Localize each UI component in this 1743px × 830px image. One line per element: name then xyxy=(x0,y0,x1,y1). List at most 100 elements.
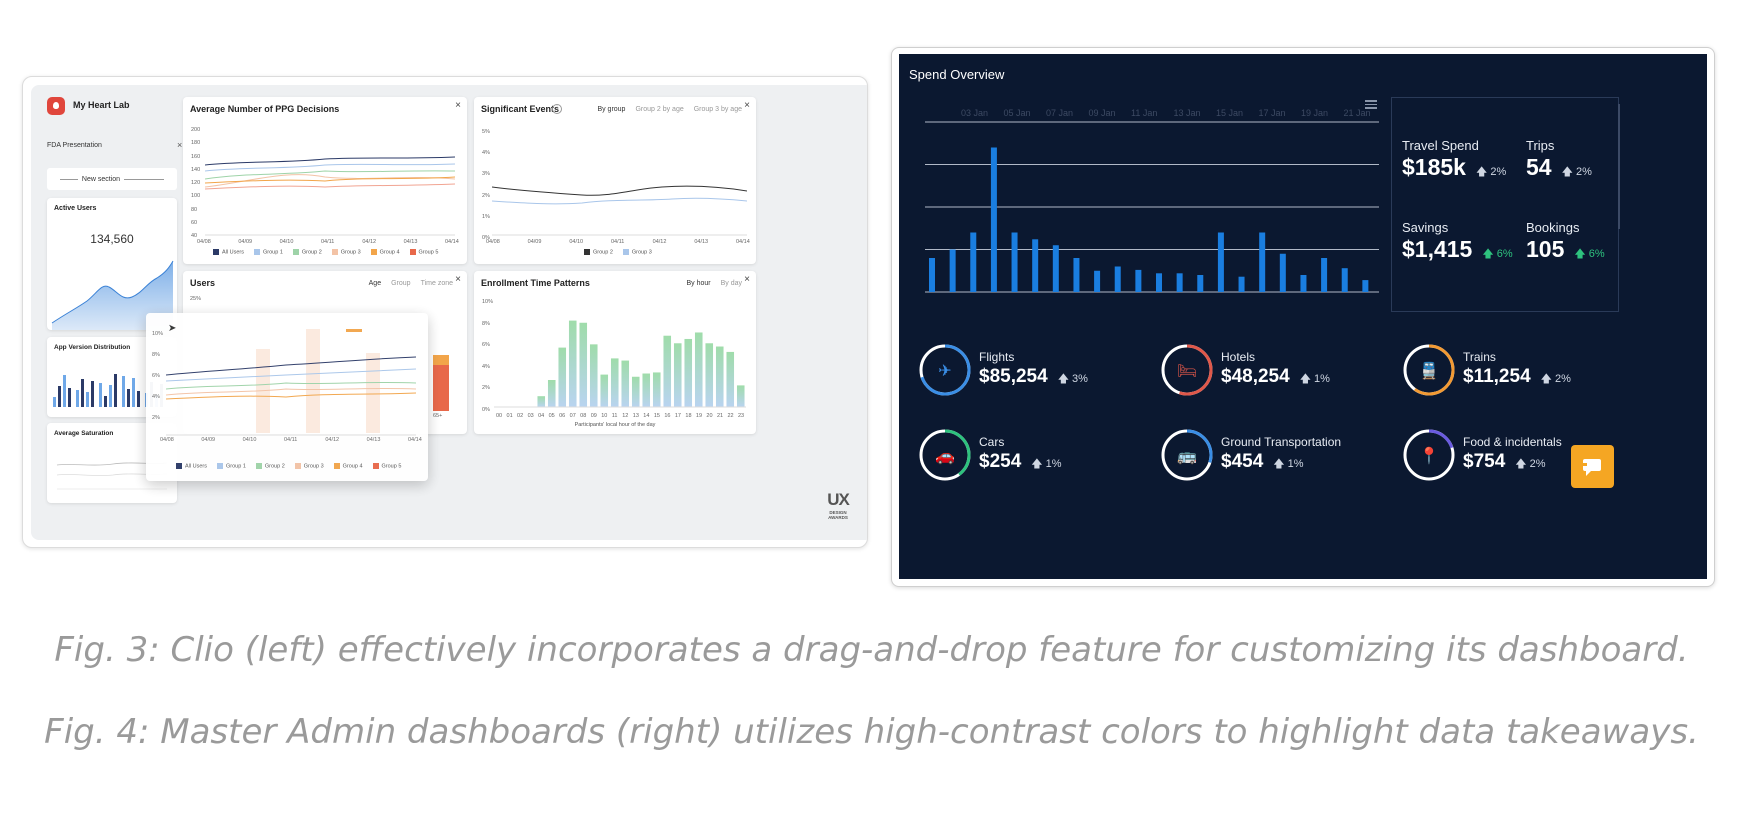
enrollment-bar xyxy=(579,322,588,407)
legend-entry[interactable]: Group 2 xyxy=(584,249,613,255)
legend-entry[interactable]: Group 5 xyxy=(372,463,401,469)
legend-entry[interactable]: All Users xyxy=(176,463,207,469)
info-icon[interactable]: i xyxy=(552,104,562,114)
chart-tab[interactable]: Time zone xyxy=(420,280,453,287)
y-tick-label: 2% xyxy=(482,192,490,199)
y-tick-label: 80 xyxy=(191,206,198,213)
kpi-scrollbar[interactable] xyxy=(1618,104,1620,229)
close-panel-icon[interactable]: × xyxy=(744,100,750,111)
car-icon: 🚗 xyxy=(935,445,955,465)
legend-entry[interactable]: All Users xyxy=(213,249,244,255)
x-tick-label: 20 xyxy=(706,413,713,419)
legend-label: Group 1 xyxy=(263,249,283,256)
significant-events-panel[interactable]: Significant Events i By group Group 2 by … xyxy=(474,97,756,264)
legend-entry[interactable]: Group 2 xyxy=(255,463,285,469)
drag-chart xyxy=(166,329,416,436)
legend-entry[interactable]: Group 4 xyxy=(370,249,400,255)
spend-bar[interactable] xyxy=(1238,276,1245,292)
category-ring[interactable]: 🚆 xyxy=(1401,342,1457,398)
active-users-area-chart xyxy=(51,260,174,330)
spend-bar[interactable] xyxy=(1052,245,1059,292)
dragged-panel-preview[interactable]: ➤ 10% 8% 6% 4% 2% 04/08 04/09 04/10 04/11 04/12 0… xyxy=(146,313,428,481)
y-tick-label: 180 xyxy=(191,140,201,147)
new-section-button[interactable]: New section xyxy=(47,168,177,190)
legend-entry[interactable]: Group 4 xyxy=(333,463,363,470)
close-panel-icon[interactable]: × xyxy=(455,274,461,285)
legend-label: Group 4 xyxy=(342,463,363,470)
category-ring[interactable]: 🚌 xyxy=(1159,427,1215,483)
x-tick-label: 22 xyxy=(727,413,734,419)
legend-entry[interactable]: Group 2 xyxy=(292,249,322,255)
enrollment-bar xyxy=(663,335,672,407)
x-tick-label: 17 xyxy=(674,413,681,419)
chart-tab[interactable]: By day xyxy=(720,280,742,287)
active-users-value: 134,560 xyxy=(90,232,134,246)
master-admin-screenshot: Spend Overview 03 Jan 05 Jan 07 Jan 09 Jan 1… xyxy=(891,47,1715,587)
spend-bar[interactable] xyxy=(1362,280,1369,292)
legend-swatch xyxy=(372,463,379,469)
chart-menu-icon[interactable] xyxy=(1365,100,1377,109)
y-tick-label: 8% xyxy=(482,320,490,327)
spend-bar[interactable] xyxy=(1341,268,1348,292)
close-panel-icon[interactable]: × xyxy=(744,274,750,285)
chart-tab[interactable]: Age xyxy=(368,280,382,287)
active-users-card[interactable]: Active Users 134,560 xyxy=(47,198,177,330)
category-delta: 🡅 2% xyxy=(1540,373,1571,385)
spend-bar[interactable] xyxy=(1279,253,1286,292)
category-delta: 🡅 2% xyxy=(1515,458,1546,470)
y-tick-label: 40 xyxy=(191,233,198,239)
chart-tab[interactable]: Group xyxy=(391,280,411,287)
x-tick-label: 04/13 xyxy=(694,239,709,245)
spend-bar[interactable] xyxy=(1300,275,1307,292)
spend-overview-title: Spend Overview xyxy=(909,67,1005,82)
spend-bar[interactable] xyxy=(1259,232,1266,293)
spend-bar[interactable] xyxy=(970,232,977,293)
spend-bar[interactable] xyxy=(1156,273,1162,292)
spend-bar[interactable] xyxy=(949,249,956,293)
spend-bar[interactable] xyxy=(1032,239,1039,292)
spend-bar[interactable] xyxy=(1197,275,1204,292)
legend-entry[interactable]: Group 3 xyxy=(622,249,652,255)
close-panel-icon[interactable]: × xyxy=(455,100,461,111)
category-value-row: $254 🡅 1% xyxy=(979,451,1062,474)
x-tick-label: 14 xyxy=(643,413,650,419)
legend-entry[interactable]: Group 3 xyxy=(294,463,324,469)
spend-bar[interactable] xyxy=(1321,258,1328,292)
legend-entry[interactable]: Group 5 xyxy=(409,249,438,255)
spend-bar[interactable] xyxy=(1176,273,1183,292)
spend-bar[interactable] xyxy=(1011,232,1018,293)
legend-entry[interactable]: Group 3 xyxy=(331,249,361,255)
x-tick-label: 04/11 xyxy=(284,437,298,443)
enrollment-panel[interactable]: Enrollment Time Patterns By hour By day ×… xyxy=(474,271,756,434)
ppg-decisions-panel[interactable]: Average Number of PPG Decisions × 200 180… xyxy=(183,97,467,264)
app-version-bar xyxy=(68,388,71,407)
chart-tab[interactable]: By hour xyxy=(686,280,711,287)
y-tick-label: 8% xyxy=(152,352,160,358)
category-label: Flights xyxy=(979,350,1015,364)
users-y-top: 25% xyxy=(190,296,202,302)
spend-bar[interactable] xyxy=(1135,269,1142,292)
close-presentation-icon[interactable]: × xyxy=(177,140,183,150)
spend-bar[interactable] xyxy=(990,147,997,293)
chart-tab[interactable]: Group 3 by age xyxy=(693,106,742,113)
chat-button[interactable] xyxy=(1571,445,1614,488)
spend-bar[interactable] xyxy=(1094,270,1101,292)
y-tick-label: 10% xyxy=(482,299,494,305)
category-ring[interactable]: 🚗 xyxy=(917,427,973,483)
enrollment-bar xyxy=(684,338,693,407)
legend-entry[interactable]: Group 1 xyxy=(217,463,246,469)
enrollment-bar xyxy=(673,343,682,407)
legend-entry[interactable]: Group 1 xyxy=(254,249,283,255)
category-ring[interactable]: 🛏 xyxy=(1159,342,1215,398)
spend-bar[interactable] xyxy=(929,258,935,292)
kpi-value-row: 54 🡅 2% xyxy=(1526,154,1592,182)
x-tick-label: 03 Jan xyxy=(961,108,988,118)
chart-tab[interactable]: By group xyxy=(597,106,626,113)
chart-tab[interactable]: Group 2 by age xyxy=(635,106,684,113)
spend-bar[interactable] xyxy=(1073,258,1080,292)
category-ring[interactable]: 📍 xyxy=(1401,427,1457,483)
spend-bar[interactable] xyxy=(1217,232,1224,293)
y-tick-label: 6% xyxy=(152,373,160,379)
category-ring[interactable]: ✈ xyxy=(917,342,973,398)
spend-bar[interactable] xyxy=(1114,266,1121,293)
